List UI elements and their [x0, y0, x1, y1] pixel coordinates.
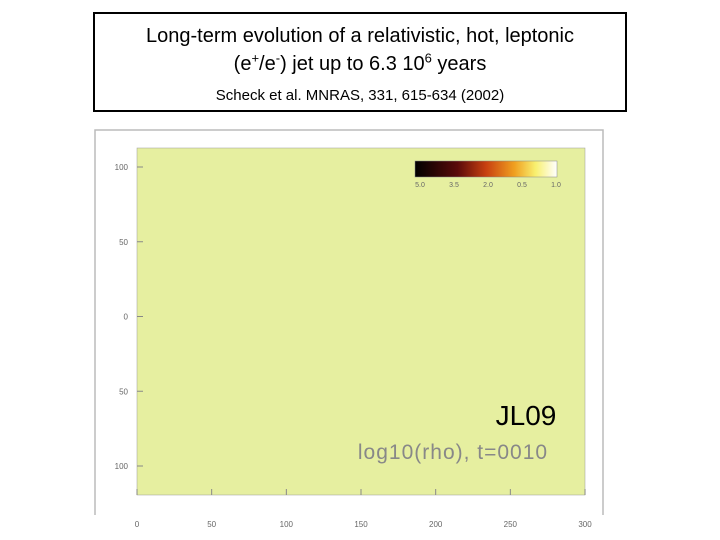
x-tick-label: 200: [429, 520, 443, 529]
text: years: [431, 53, 487, 75]
figure-frame: [94, 129, 604, 515]
x-tick-label: 300: [578, 520, 592, 529]
title: Long-term evolution of a relativistic, h…: [146, 25, 574, 47]
sup: +: [251, 50, 260, 66]
plot-area: [136, 147, 586, 496]
x-tick-label: 150: [354, 520, 368, 529]
sup: -: [275, 50, 281, 66]
title-box: Long-term evolution of a relativistic, h…: [93, 12, 627, 112]
x-tick-label: 0: [135, 520, 140, 529]
x-tick-label: 50: [207, 520, 216, 529]
colorbar: [414, 160, 558, 178]
y-tick-label: 50: [119, 387, 128, 396]
colorbar-label: 1.0: [551, 182, 561, 189]
colorbar-label: 5.0: [415, 182, 425, 189]
y-tick-label: 0: [124, 313, 129, 322]
title: (e+/e-) jet up to 6.3 106 years: [95, 50, 625, 78]
y-tick-label: 50: [119, 238, 128, 247]
text: /e: [259, 53, 276, 75]
colorbar-label: 2.0: [483, 182, 493, 189]
colorbar-label: 0.5: [517, 182, 527, 189]
caption: log10(rho), t=0010: [358, 441, 548, 464]
y-tick-label: 100: [115, 462, 129, 471]
text: (e: [233, 53, 252, 75]
model-label: JL09: [496, 400, 557, 431]
y-tick-label: 100: [115, 163, 129, 172]
sup: 6: [424, 50, 432, 66]
citation: Scheck et al. MNRAS, 331, 615-634 (2002): [215, 87, 505, 104]
x-tick-label: 250: [504, 520, 518, 529]
colorbar-label: 3.5: [449, 182, 459, 189]
x-tick-label: 100: [280, 520, 294, 529]
text: ) jet up to 6.3 10: [280, 53, 425, 75]
